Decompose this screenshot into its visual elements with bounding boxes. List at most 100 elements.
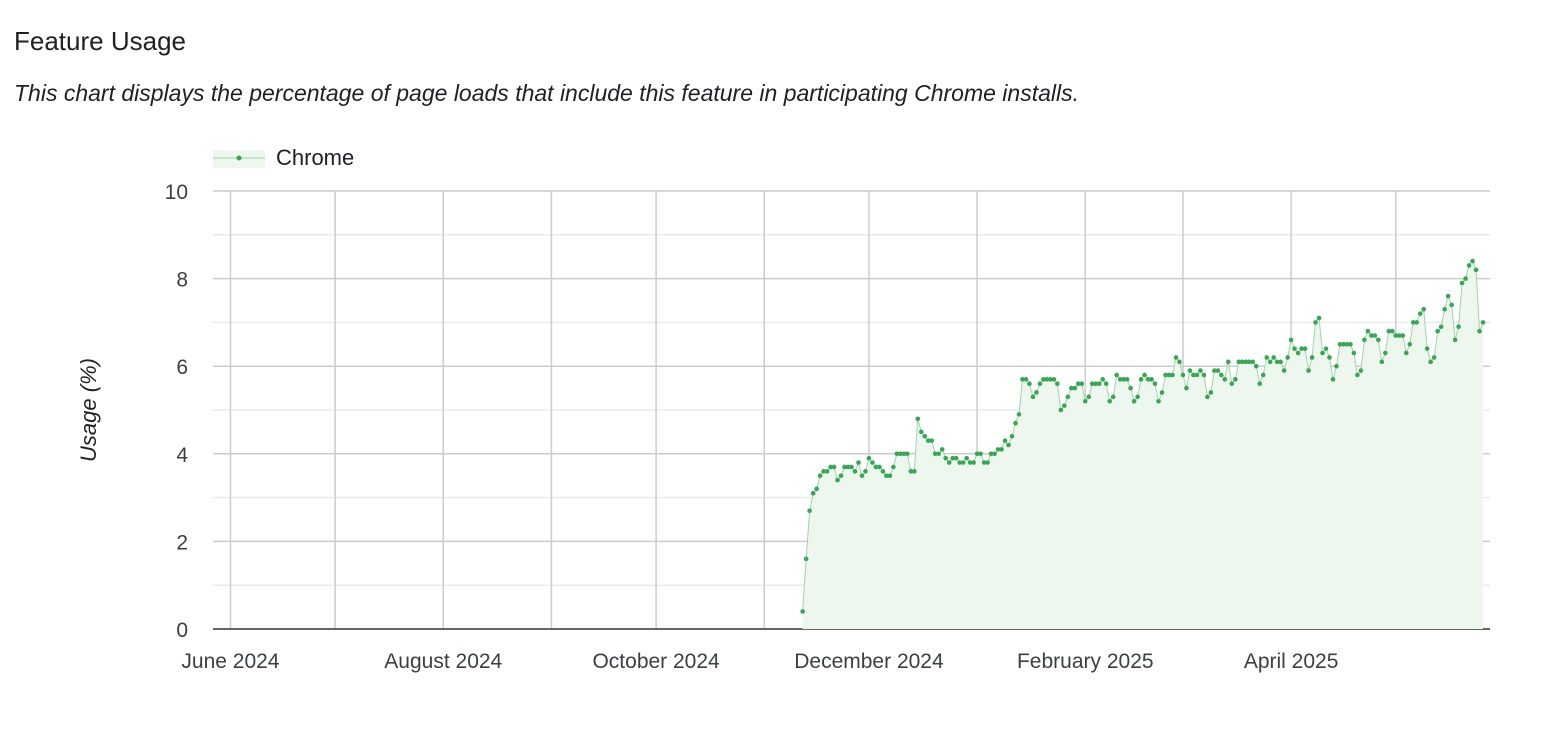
data-point: [1285, 355, 1290, 360]
y-tick-label: 0: [176, 619, 188, 642]
data-point: [1358, 368, 1364, 373]
data-point: [1372, 333, 1378, 338]
data-point: [1236, 359, 1242, 365]
data-point: [1170, 372, 1175, 378]
data-point: [1449, 302, 1454, 308]
data-point: [1177, 359, 1182, 365]
data-point: [1281, 368, 1287, 373]
data-point: [1131, 398, 1137, 404]
data-point: [1020, 377, 1025, 382]
data-point: [894, 451, 900, 457]
data-point: [880, 469, 886, 474]
series-area-chrome: [802, 261, 1484, 629]
data-point: [1393, 333, 1399, 338]
series-line-chrome: [802, 260, 1484, 612]
data-point: [1163, 372, 1168, 378]
y-axis-label: Usage (%): [76, 358, 101, 462]
data-point: [842, 464, 847, 470]
data-point: [1428, 359, 1433, 365]
data-point: [1299, 346, 1304, 351]
data-point: [1194, 372, 1200, 378]
data-point: [950, 455, 955, 461]
data-point: [800, 609, 805, 614]
data-point: [1313, 320, 1318, 325]
data-point: [1390, 328, 1395, 334]
data-point: [1351, 350, 1357, 356]
data-point: [1365, 328, 1371, 334]
data-point: [1030, 394, 1036, 400]
data-point: [891, 464, 896, 470]
data-point: [943, 455, 949, 461]
chart-title: Feature Usage: [14, 26, 186, 56]
data-point: [995, 447, 1001, 452]
data-point: [957, 460, 962, 465]
data-point: [1456, 324, 1461, 330]
data-point: [1075, 381, 1081, 387]
data-point: [1062, 403, 1067, 408]
data-point: [1041, 377, 1046, 382]
data-point: [1013, 420, 1018, 426]
data-point: [1278, 359, 1283, 365]
data-point: [1260, 372, 1266, 378]
data-point: [1466, 263, 1472, 268]
data-point: [1424, 346, 1430, 351]
data-point: [1473, 267, 1479, 273]
data-point: [1386, 328, 1392, 334]
data-point: [1369, 333, 1374, 338]
data-point: [1103, 381, 1109, 387]
data-point: [1229, 381, 1235, 387]
data-point: [835, 477, 840, 483]
data-point: [1334, 363, 1339, 369]
data-point: [1477, 328, 1482, 334]
data-point: [1096, 381, 1102, 387]
y-tick-label: 6: [176, 356, 188, 379]
data-point: [1051, 377, 1057, 382]
data-point: [856, 460, 861, 465]
data-point: [877, 464, 882, 470]
data-point: [1327, 355, 1332, 360]
data-point: [1055, 381, 1060, 387]
data-point: [1431, 355, 1437, 360]
data-point: [1376, 337, 1381, 343]
data-point: [1121, 377, 1126, 382]
data-point: [1309, 355, 1315, 360]
y-tick-label: 8: [176, 269, 188, 292]
data-point: [932, 451, 938, 457]
data-point: [1058, 407, 1064, 413]
data-point: [1239, 359, 1245, 365]
data-point: [1180, 372, 1186, 378]
data-point: [1016, 412, 1022, 417]
data-point: [1383, 350, 1388, 356]
data-point: [908, 469, 914, 474]
data-point: [1152, 381, 1158, 387]
data-point: [1435, 328, 1440, 334]
data-point: [1267, 359, 1273, 365]
data-point: [1452, 337, 1458, 343]
data-point: [863, 469, 868, 474]
data-point: [1400, 333, 1406, 338]
data-point: [964, 455, 969, 461]
data-point: [1480, 320, 1486, 325]
data-point: [1201, 372, 1207, 378]
data-point: [1407, 342, 1413, 347]
data-point: [1093, 381, 1099, 387]
data-point: [1044, 377, 1050, 382]
data-point: [1264, 355, 1269, 360]
data-point: [1072, 385, 1078, 391]
data-point: [1295, 350, 1301, 356]
data-point: [1470, 258, 1475, 264]
data-point: [912, 469, 917, 474]
x-tick-label: April 2025: [1244, 650, 1339, 673]
data-point: [1107, 398, 1112, 404]
y-tick-label: 4: [176, 444, 188, 467]
data-point: [1219, 372, 1224, 378]
data-point: [936, 451, 942, 457]
data-point: [1316, 315, 1322, 321]
data-point: [1117, 377, 1123, 382]
data-point: [831, 464, 837, 470]
data-point: [1323, 346, 1329, 351]
data-point: [939, 447, 945, 452]
data-point: [1288, 337, 1294, 343]
data-point: [1065, 394, 1071, 400]
data-point: [1306, 368, 1311, 373]
